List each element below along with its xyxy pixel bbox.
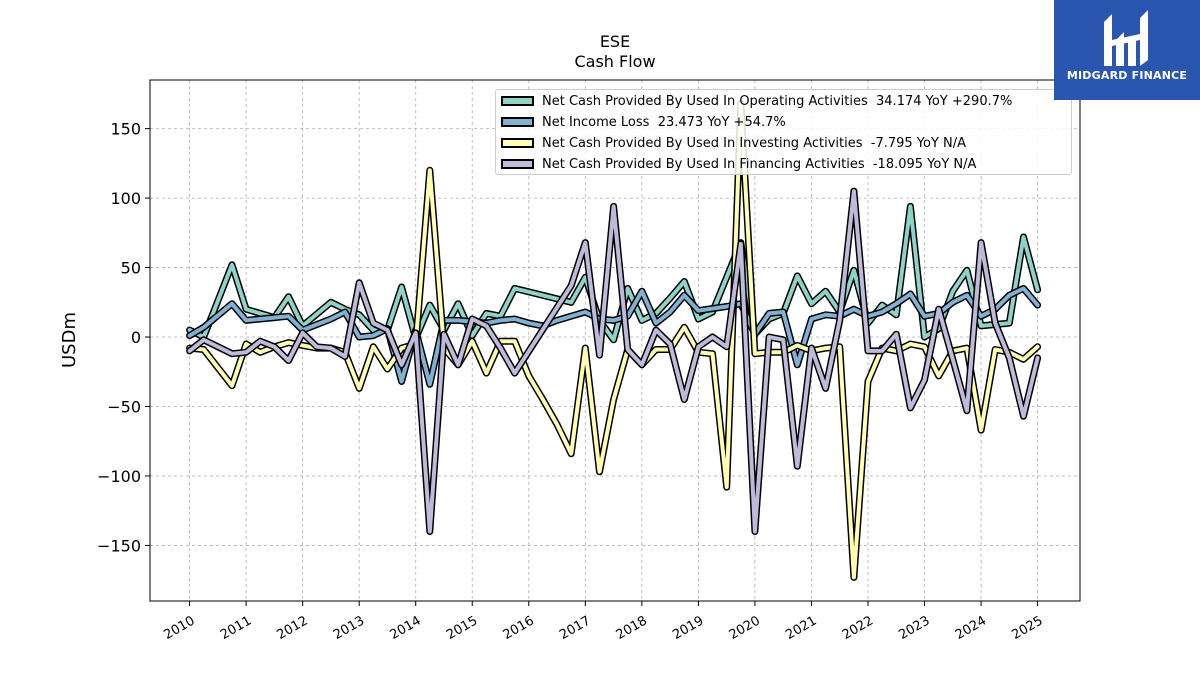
x-tick-label: 2024 bbox=[953, 613, 989, 643]
x-tick-label: 2025 bbox=[1009, 613, 1045, 643]
x-tick-label: 2013 bbox=[331, 613, 367, 643]
chart-ticker-title: ESE bbox=[599, 32, 631, 51]
x-tick-label: 2022 bbox=[840, 613, 876, 643]
legend-label-operating: Net Cash Provided By Used In Operating A… bbox=[542, 93, 1013, 109]
x-tick-label: 2021 bbox=[783, 613, 819, 643]
legend-item-investing: Net Cash Provided By Used In Investing A… bbox=[501, 133, 966, 153]
y-tick-label: 100 bbox=[110, 189, 141, 208]
chart-legend: Net Cash Provided By Used In Operating A… bbox=[495, 89, 1072, 175]
series-4 bbox=[186, 187, 1042, 535]
x-tick-label: 2019 bbox=[670, 613, 706, 643]
x-tick-label: 2018 bbox=[614, 613, 650, 643]
plot-area-frame bbox=[149, 79, 1081, 602]
chart-subtitle: Cash Flow bbox=[574, 52, 656, 71]
y-axis-label: USDm bbox=[59, 312, 80, 368]
legend-label-net-income: Net Income Loss 23.473 YoY +54.7% bbox=[542, 114, 786, 130]
x-tick-label: 2012 bbox=[274, 613, 310, 643]
legend-label-financing: Net Cash Provided By Used In Financing A… bbox=[542, 156, 977, 172]
legend-swatch-financing bbox=[501, 159, 534, 169]
legend-item-operating: Net Cash Provided By Used In Operating A… bbox=[501, 91, 1012, 111]
x-tick-label: 2023 bbox=[896, 613, 932, 643]
x-tick-label: 2011 bbox=[218, 613, 254, 643]
y-tick-label: 150 bbox=[110, 120, 141, 139]
midgard-logo-mark-icon bbox=[1104, 10, 1148, 66]
legend-label-investing: Net Cash Provided By Used In Investing A… bbox=[542, 135, 967, 151]
legend-swatch-net-income bbox=[501, 117, 534, 127]
x-tick-label: 2010 bbox=[161, 613, 197, 643]
y-tick-label: 0 bbox=[131, 328, 141, 347]
series-line-outline bbox=[186, 187, 1042, 535]
logo-text: MIDGARD FINANCE bbox=[1066, 69, 1188, 82]
y-tick-label: 50 bbox=[121, 259, 141, 278]
y-tick-label: −100 bbox=[97, 467, 141, 486]
x-tick-label: 2014 bbox=[388, 613, 424, 643]
series-lines bbox=[186, 100, 1042, 581]
x-tick-label: 2017 bbox=[557, 613, 593, 643]
legend-swatch-operating bbox=[501, 96, 534, 106]
legend-swatch-investing bbox=[501, 138, 534, 148]
midgard-finance-logo: MIDGARD FINANCE bbox=[1054, 0, 1200, 100]
y-tick-label: −150 bbox=[97, 536, 141, 555]
legend-item-net-income: Net Income Loss 23.473 YoY +54.7% bbox=[501, 112, 786, 132]
x-tick-label: 2020 bbox=[727, 613, 763, 643]
legend-item-financing: Net Cash Provided By Used In Financing A… bbox=[501, 154, 976, 174]
series-line bbox=[187, 189, 1040, 534]
x-tick-label: 2016 bbox=[501, 613, 537, 643]
y-tick-label: −50 bbox=[107, 397, 141, 416]
x-tick-label: 2015 bbox=[444, 613, 480, 643]
